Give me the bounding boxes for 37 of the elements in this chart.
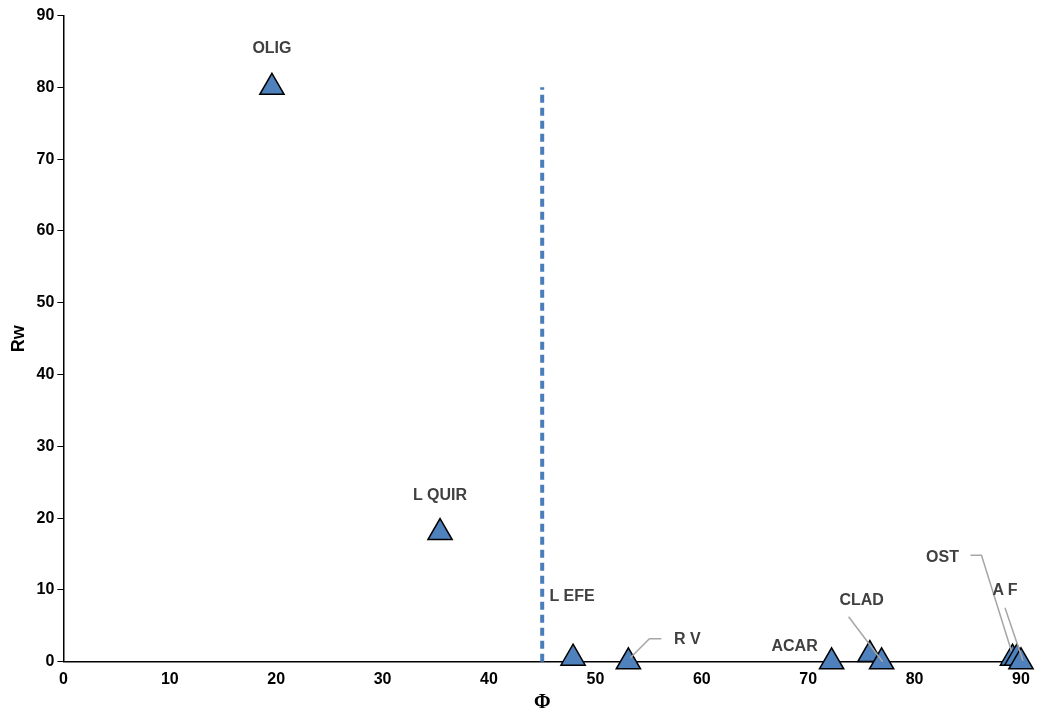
x-tick-label: 20 [267,669,286,687]
y-tick-label: 70 [36,149,55,167]
x-axis-title: Φ [533,690,551,713]
y-tick-label: 90 [36,5,55,23]
y-tick-label: 30 [36,436,55,454]
point [818,647,845,670]
annotation: CLAD [839,591,884,609]
annotation: L EFE [549,586,595,604]
x-tick-label: 0 [58,669,68,687]
y-tick-label: 40 [36,364,55,382]
y-tick-label: 50 [36,293,55,311]
point [1008,647,1034,670]
annotation: ACAR [771,637,819,655]
y-axis-title: Rw [7,324,28,353]
x-tick-label: 60 [692,669,711,687]
y-tick-label: 60 [36,221,55,239]
y-tick-label: 20 [36,508,55,526]
x-tick-label: 90 [1012,669,1030,687]
y-tick-label: 10 [36,580,55,598]
x-tick-label: 50 [586,669,605,687]
point [259,72,285,96]
annotation: OLIG [252,38,292,56]
annotation: OST [926,547,960,565]
x-tick-label: 70 [799,669,818,687]
point [615,647,642,670]
y-tick-label: 0 [45,652,55,670]
point [427,517,453,541]
annotation: A F [992,581,1018,599]
x-tick-label: 30 [373,669,392,687]
y-tick-label: 80 [36,77,55,95]
x-tick-label: 40 [480,669,498,687]
x-tick-label: 10 [160,669,179,687]
annotation: L QUIR [413,485,468,503]
point [560,643,586,666]
point [868,647,895,670]
annotation: R V [674,630,702,648]
x-tick-label: 80 [905,669,924,687]
